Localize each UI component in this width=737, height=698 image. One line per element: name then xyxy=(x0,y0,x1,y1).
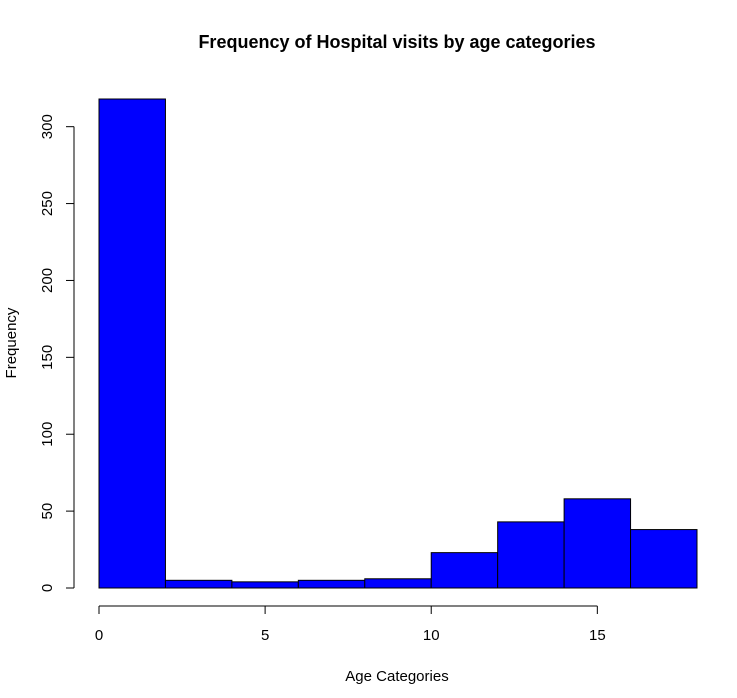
y-tick-label: 0 xyxy=(39,584,56,592)
histogram-bar-0 xyxy=(98,98,166,589)
y-tick-label: 50 xyxy=(39,503,56,520)
y-tick-label: 100 xyxy=(39,422,56,447)
histogram-bar-2 xyxy=(231,581,299,589)
x-tick-label: 15 xyxy=(589,627,606,644)
histogram-bar-5 xyxy=(430,552,499,589)
y-axis: 0 50 100 150 200 250 300 xyxy=(39,114,75,592)
x-axis: 0 5 10 15 xyxy=(95,605,606,644)
y-tick-label: 300 xyxy=(39,114,56,139)
y-axis-label: Frequency xyxy=(3,307,20,378)
y-tick-label: 250 xyxy=(39,191,56,216)
histogram-bar-1 xyxy=(164,579,233,589)
x-tick-label: 0 xyxy=(95,627,103,644)
y-tick-label: 150 xyxy=(39,345,56,370)
histogram-bar-6 xyxy=(497,521,565,589)
x-axis-label: Age Categories xyxy=(345,668,448,685)
x-tick-label: 5 xyxy=(261,627,269,644)
y-tick-label: 200 xyxy=(39,268,56,293)
chart-title: Frequency of Hospital visits by age cate… xyxy=(198,32,595,52)
histogram-bar-7 xyxy=(563,498,632,589)
histogram-bar-4 xyxy=(364,578,432,589)
histogram-bar-3 xyxy=(297,579,366,589)
x-tick-label: 10 xyxy=(423,627,440,644)
histogram-bar-8 xyxy=(630,529,698,589)
bars-group xyxy=(98,98,698,589)
